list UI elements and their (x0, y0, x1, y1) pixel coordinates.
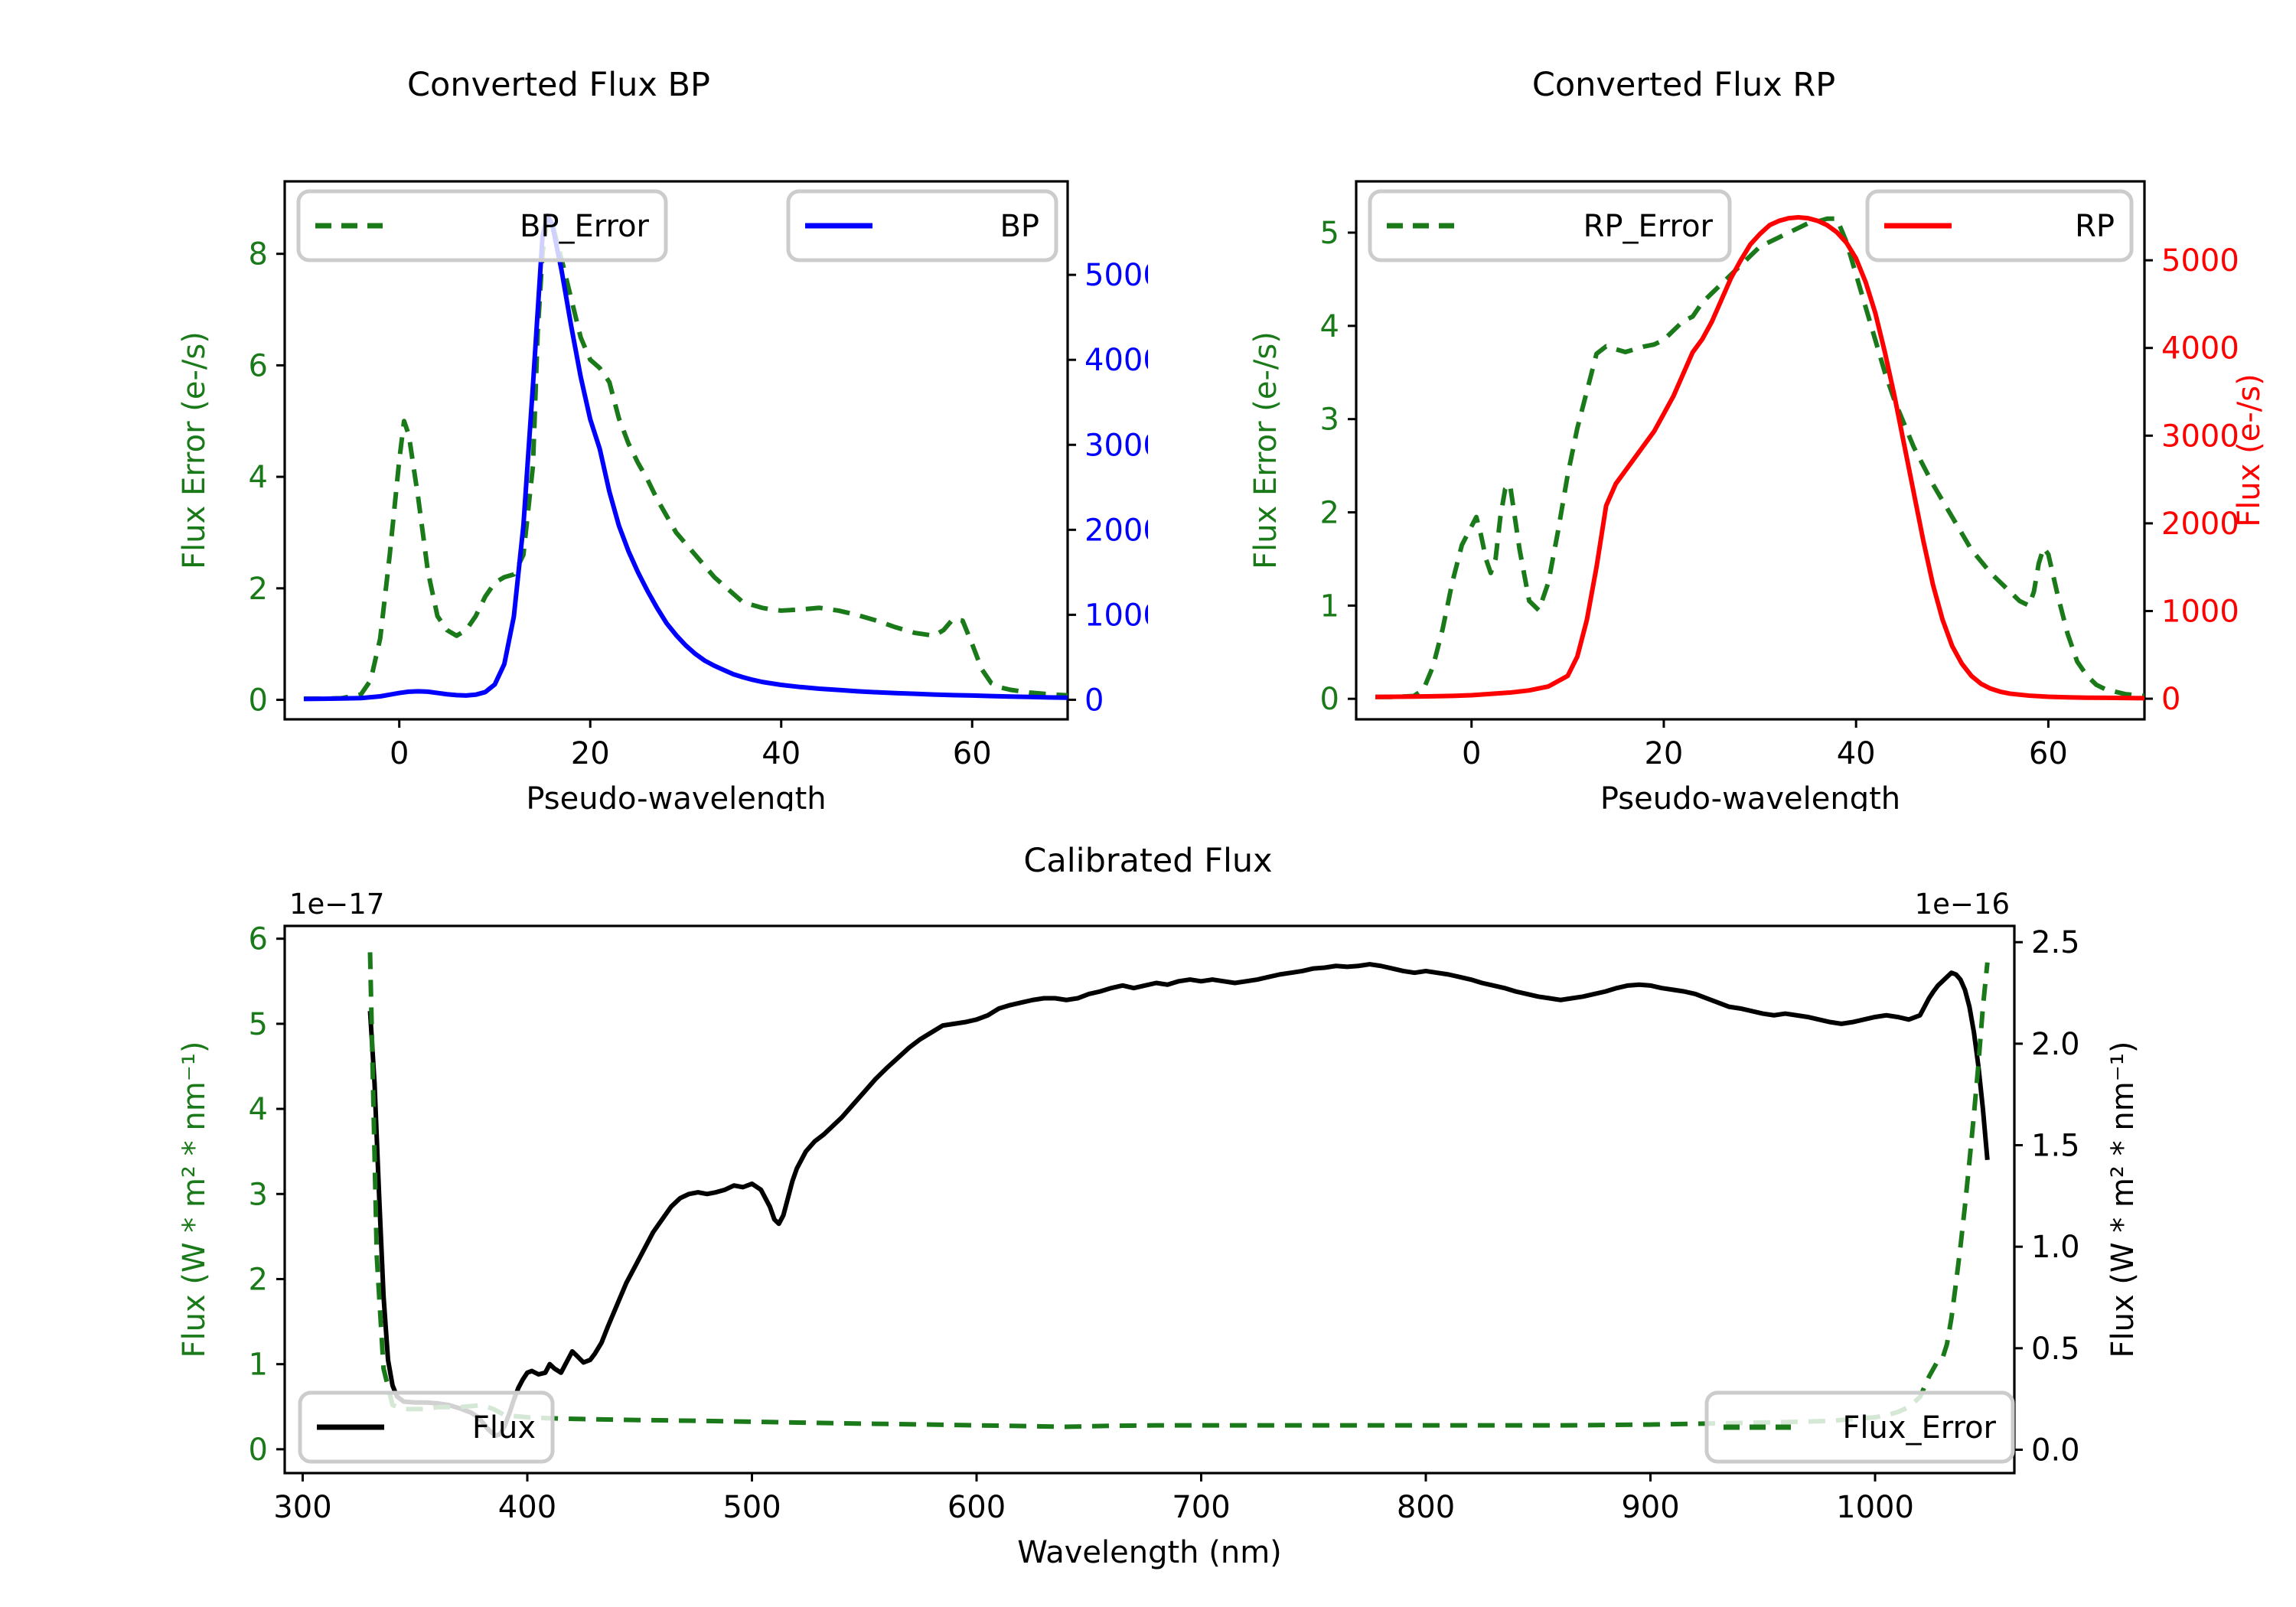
x-tick-label: 40 (1837, 736, 1876, 771)
panel-calibrated-flux: Calibrated Flux 300 400 500 600 700 800 900 100… (0, 811, 2296, 1607)
y-left-tick-label: 8 (249, 237, 268, 272)
bp-panel-title: Converted Flux BP (407, 66, 710, 104)
y-left-tick-label: 5 (249, 1007, 268, 1042)
legend-box (298, 1390, 555, 1464)
y-right-tick-label: 2000 (2161, 507, 2239, 542)
flux-legend[interactable]: Flux (298, 1390, 555, 1464)
x-tick-label: 0 (390, 736, 409, 771)
legend-box (1865, 189, 2134, 262)
bp-error-legend[interactable]: BP_Error (296, 189, 668, 262)
series-bp (303, 213, 1068, 702)
y-left-tick-label: 4 (249, 1092, 268, 1127)
y-right-tick-label: 3000 (2161, 419, 2239, 454)
x-tick-label: 900 (1621, 1490, 1679, 1525)
y-left-tick-label: 4 (249, 460, 268, 495)
y-left-tick-label: 2 (249, 1262, 268, 1297)
rp-legend[interactable]: RP (1865, 189, 2134, 262)
y-left-tick-label: 2 (249, 572, 268, 607)
x-tick-label: 1000 (1836, 1490, 1914, 1525)
rp-panel-title: Converted Flux RP (1531, 66, 1836, 104)
panel-converted-flux-bp: Converted Flux BP 0 20 40 60 Pseudo-waveleng… (0, 0, 1148, 811)
x-tick-label: 60 (953, 736, 992, 771)
panel-converted-flux-rp: Converted Flux RP 0 20 40 60 Pseudo-waveleng… (1148, 0, 2296, 811)
y-left-tick-label: 2 (1320, 496, 1339, 531)
y-right-tick-label: 0 (1084, 683, 1104, 718)
x-tick-label: 20 (571, 736, 610, 771)
x-tick-label: 500 (722, 1490, 781, 1525)
y-left-tick-label: 0 (249, 1433, 268, 1468)
y-left-tick-label: 0 (1320, 682, 1339, 717)
x-axis-label: Wavelength (nm) (1017, 1535, 1282, 1570)
series-rp (1375, 214, 2145, 701)
y-right-tick-label: 5000 (1084, 258, 1148, 293)
legend-box (786, 189, 1058, 262)
y-left-axis-label: Flux Error (e-/s) (177, 331, 212, 569)
series-bp-error (303, 215, 1068, 702)
cal-panel-title: Calibrated Flux (1023, 842, 1273, 880)
bp-legend[interactable]: BP (786, 189, 1058, 262)
y-right-axis-label: Flux (W * m² * nm⁻¹) (2105, 1041, 2141, 1358)
y-right-tick-label: 1.5 (2031, 1129, 2080, 1164)
legend-box (296, 189, 668, 262)
y-left-offset-text: 1e−17 (289, 888, 384, 921)
y-left-tick-label: 3 (249, 1177, 268, 1212)
x-tick-label: 0 (1462, 736, 1481, 771)
legend-label: RP (2075, 209, 2115, 244)
x-tick-label: 20 (1644, 736, 1683, 771)
y-left-tick-label: 1 (1320, 588, 1339, 624)
series-flux-error (367, 952, 1990, 1429)
x-tick-label: 300 (273, 1490, 331, 1525)
x-tick-label: 60 (2029, 736, 2068, 771)
x-tick-label: 400 (498, 1490, 556, 1525)
x-tick-label: 40 (762, 736, 801, 771)
y-right-tick-label: 2.0 (2031, 1027, 2080, 1062)
x-tick-label: 700 (1172, 1490, 1230, 1525)
series-flux (367, 962, 1990, 1439)
y-right-tick-label: 0.0 (2031, 1433, 2080, 1468)
y-left-axis-label: Flux (W * m² * nm⁻¹) (177, 1041, 212, 1358)
y-left-tick-label: 6 (249, 348, 268, 383)
y-right-offset-text: 1e−16 (1915, 888, 2010, 921)
y-right-tick-label: 4000 (1084, 343, 1148, 378)
legend-box (1368, 189, 1732, 262)
x-axis-label: Pseudo-wavelength (526, 781, 826, 811)
y-right-tick-label: 5000 (2161, 243, 2239, 279)
plot-frame (283, 180, 1069, 721)
series-rp-error (1375, 216, 2145, 699)
y-right-tick-label: 1000 (2161, 594, 2239, 629)
y-left-tick-label: 1 (249, 1348, 268, 1383)
legend-label: BP (1000, 209, 1039, 244)
y-right-tick-label: 2.5 (2031, 925, 2080, 960)
y-left-axis-label: Flux Error (e-/s) (1248, 331, 1283, 569)
y-left-tick-label: 3 (1320, 403, 1339, 438)
legend-box (1704, 1390, 2015, 1464)
plot-frame (1355, 180, 2146, 721)
bp-plot-svg: 0 20 40 60 Pseudo-wavelength 0 2 4 6 8 Flux Error … (177, 180, 1148, 811)
y-right-tick-label: 2000 (1084, 513, 1148, 548)
legend-label: BP_Error (520, 209, 650, 244)
y-left-tick-label: 6 (249, 922, 268, 957)
y-right-tick-label: 0 (2161, 682, 2180, 717)
y-right-tick-label: 1000 (1084, 598, 1148, 633)
y-right-tick-label: 3000 (1084, 428, 1148, 463)
x-axis-label: Pseudo-wavelength (1600, 781, 1900, 811)
legend-label: Flux_Error (1842, 1410, 1996, 1446)
y-right-tick-label: 1.0 (2031, 1230, 2080, 1265)
legend-label: RP_Error (1583, 209, 1714, 244)
x-tick-label: 600 (947, 1490, 1006, 1525)
y-left-tick-label: 0 (249, 683, 268, 719)
rp-plot-svg: 0 20 40 60 Pseudo-wavelength 0 1 2 3 4 5 Flux Error… (1248, 180, 2267, 811)
y-right-tick-label: 0.5 (2031, 1332, 2080, 1367)
y-left-tick-label: 5 (1320, 216, 1339, 251)
rp-error-legend[interactable]: RP_Error (1368, 189, 1732, 262)
legend-label: Flux (472, 1410, 536, 1446)
y-right-tick-label: 4000 (2161, 331, 2239, 367)
calibrated-plot-svg: 300 400 500 600 700 800 900 1000 Wavelength (nm)… (177, 888, 2141, 1570)
x-tick-label: 800 (1397, 1490, 1455, 1525)
plot-frame (283, 924, 2016, 1475)
flux-error-legend[interactable]: Flux_Error (1704, 1390, 2015, 1464)
y-right-axis-label: Flux (e-/s) (2232, 373, 2267, 526)
y-left-tick-label: 4 (1320, 309, 1339, 344)
